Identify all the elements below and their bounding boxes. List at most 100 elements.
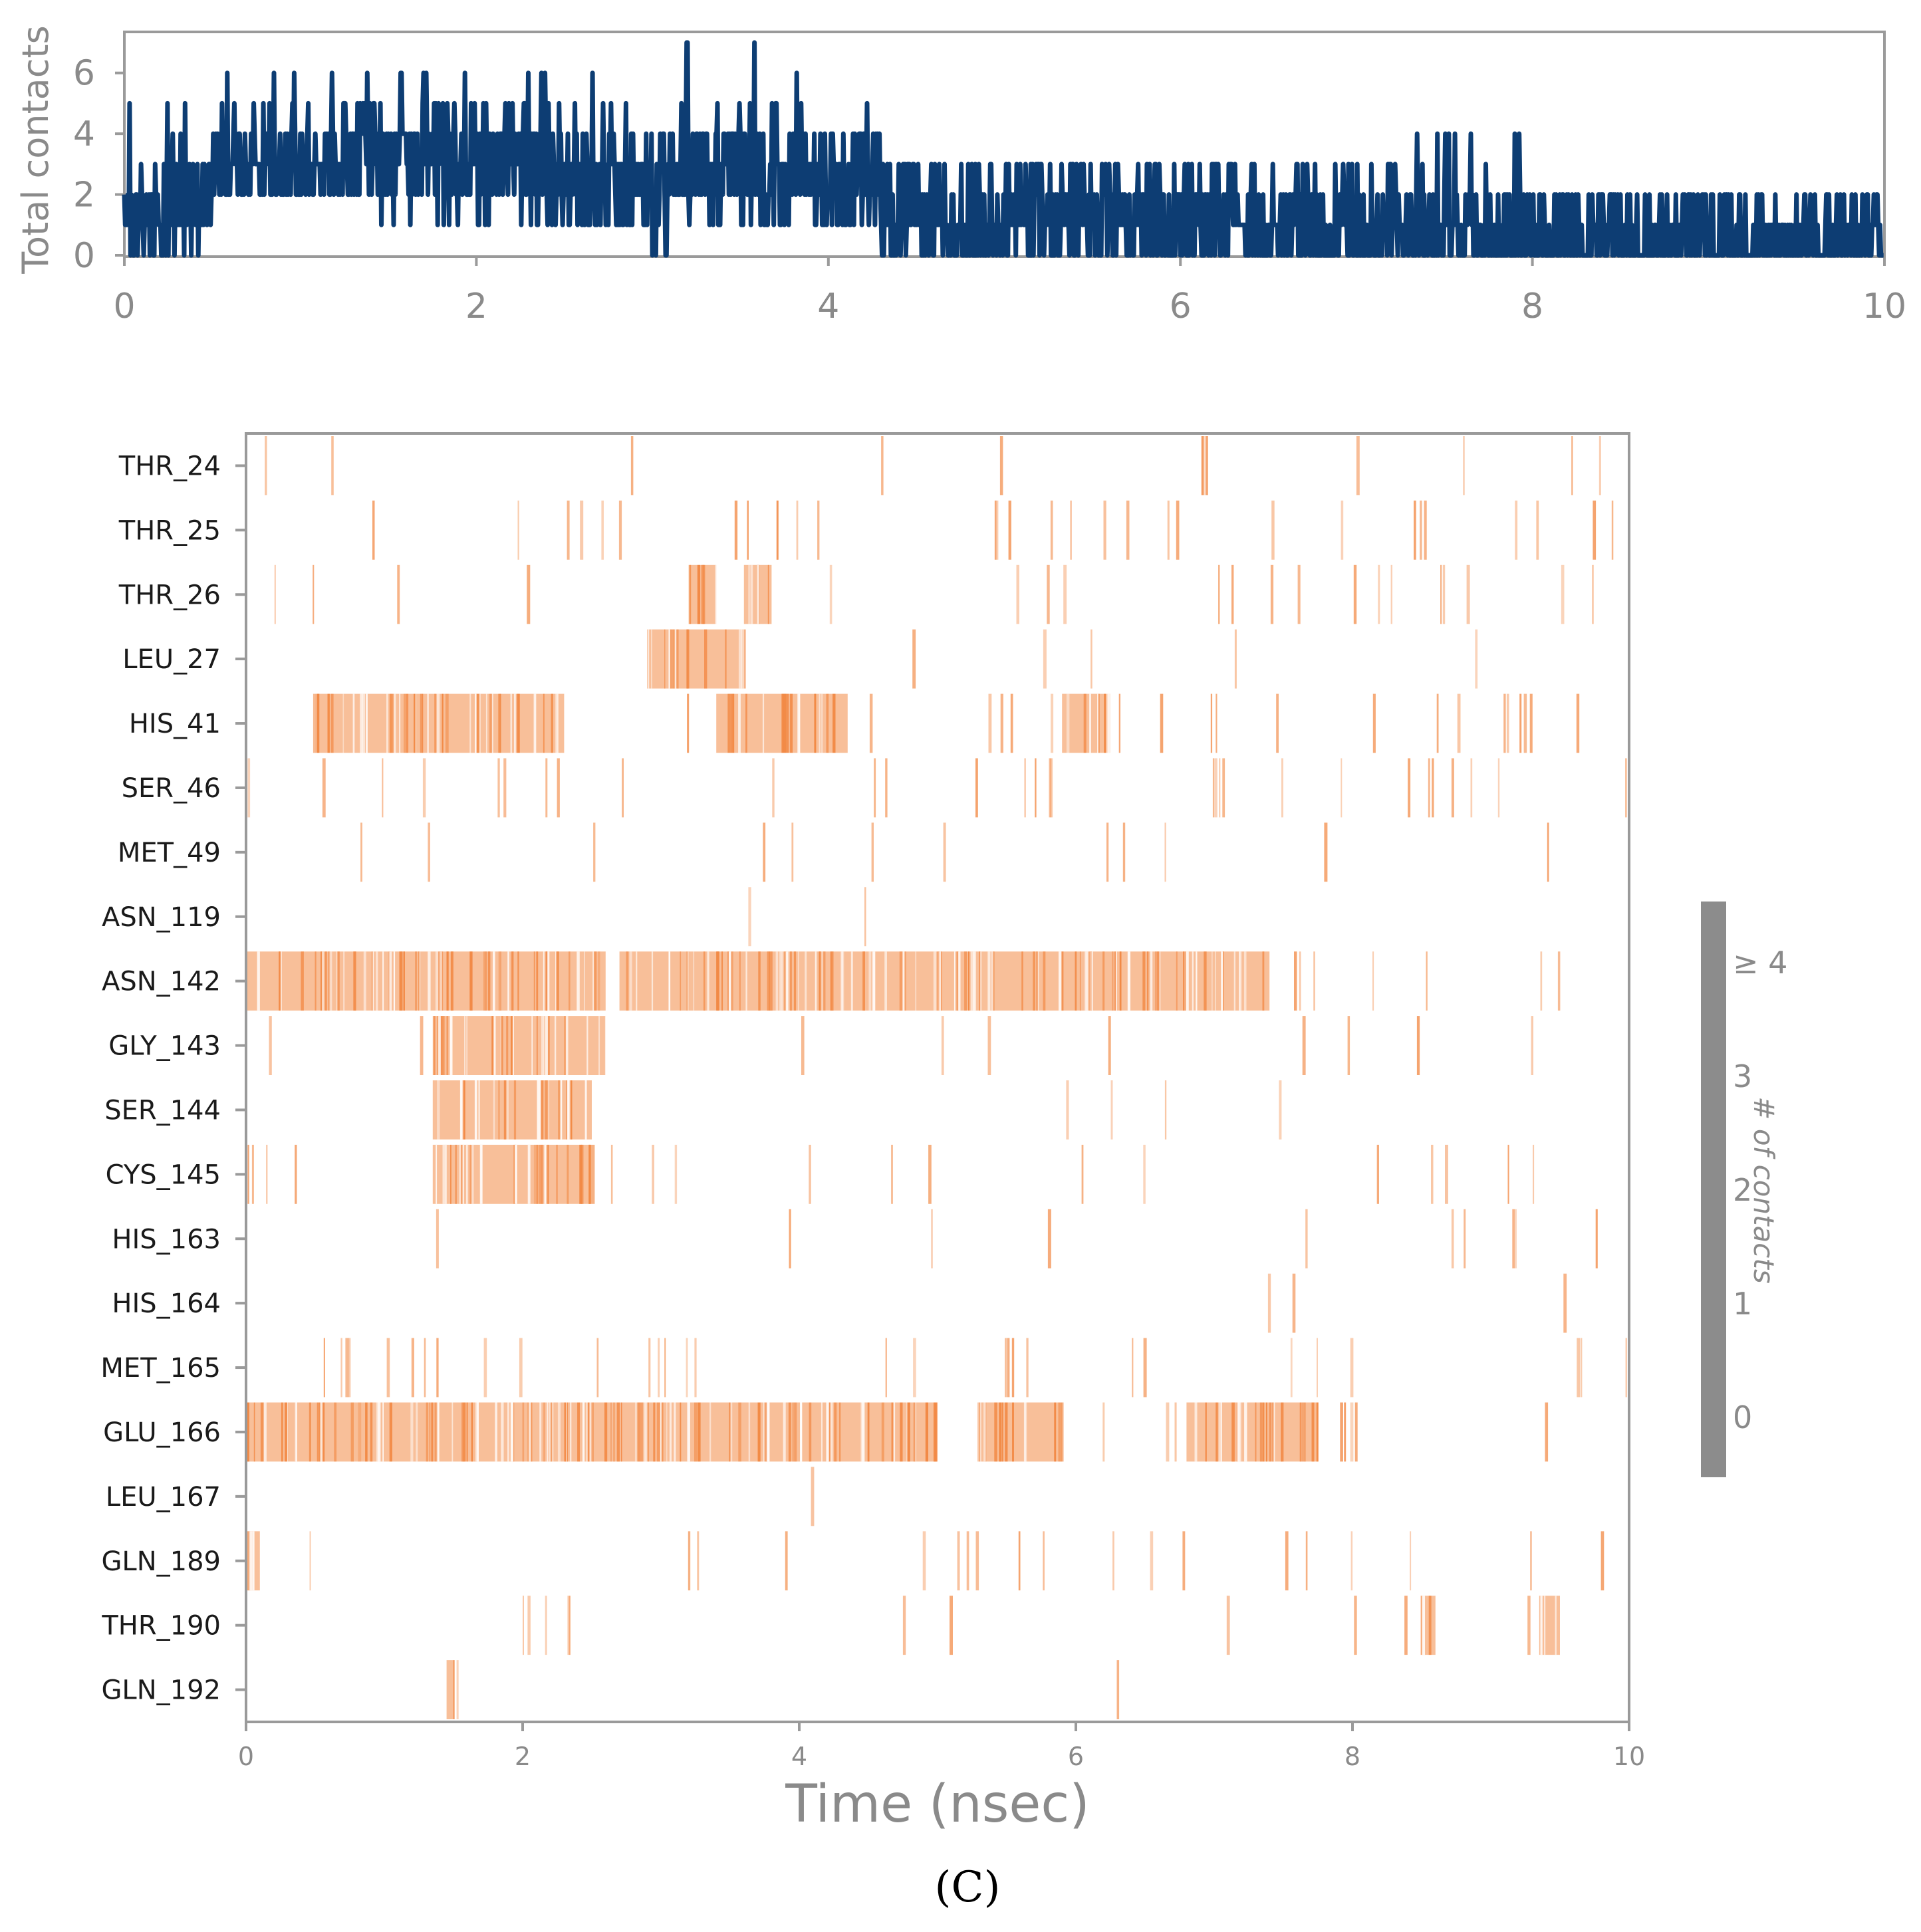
contact-cell <box>1265 1402 1267 1462</box>
residue-label: GLN_192 <box>101 1675 221 1706</box>
contact-cell <box>664 1338 666 1397</box>
contact-cell <box>434 693 436 753</box>
contact-cell <box>769 951 771 1011</box>
contact-cell <box>253 1402 255 1462</box>
contact-cell <box>1611 500 1614 560</box>
contact-cell <box>517 693 519 753</box>
contact-cell <box>547 951 550 1011</box>
contact-cell <box>415 951 418 1011</box>
contact-cell <box>747 500 749 560</box>
contact-cell <box>340 1338 342 1397</box>
contact-cell <box>1302 1016 1306 1075</box>
contact-cell <box>729 1402 731 1462</box>
contact-cell <box>1545 1402 1549 1462</box>
contact-cell <box>1215 951 1216 1011</box>
contact-cell <box>805 951 807 1011</box>
contact-cell <box>1089 693 1091 753</box>
contact-cell <box>1527 1596 1531 1655</box>
contact-cell <box>449 1016 453 1075</box>
contact-cell <box>634 1402 637 1462</box>
contact-cell <box>704 629 707 689</box>
contact-cell <box>1410 1531 1412 1591</box>
contact-cell <box>767 564 769 624</box>
top-x-tick-label: 6 <box>1170 287 1192 326</box>
contact-cell <box>363 951 366 1011</box>
contact-cell <box>517 500 519 560</box>
contact-cell <box>1018 1531 1021 1591</box>
contact-cell <box>533 951 535 1011</box>
contact-cell <box>1233 951 1235 1011</box>
heatmap-x-tick-label: 8 <box>1345 1742 1360 1771</box>
contact-cell <box>442 693 444 753</box>
contact-cell <box>604 1016 608 1075</box>
contact-cell <box>1292 1273 1296 1333</box>
contact-cell <box>464 1016 465 1075</box>
contact-cell <box>566 1080 568 1140</box>
colorbar-tick-label: 1 <box>1733 1286 1752 1322</box>
contact-cell <box>1047 564 1050 624</box>
contact-cell <box>629 951 632 1011</box>
contact-cell <box>757 564 759 624</box>
top-y-axis-label: Total contacts <box>15 25 57 275</box>
contact-cell <box>362 693 365 753</box>
contact-cell <box>651 629 652 689</box>
contact-cell <box>1561 564 1565 624</box>
contact-cell <box>1075 951 1077 1011</box>
contact-cell <box>483 1338 487 1397</box>
contact-cell <box>674 1144 678 1204</box>
contact-cell <box>527 564 531 624</box>
contact-cell <box>1436 693 1439 753</box>
contact-cell <box>543 1402 545 1462</box>
contact-cell <box>453 1660 455 1719</box>
contact-cell <box>592 1402 594 1462</box>
residue-label: HIS_164 <box>112 1288 221 1319</box>
contact-cell <box>809 1402 812 1462</box>
contact-cell <box>1625 1338 1627 1397</box>
contact-cell <box>874 758 876 818</box>
contact-cell <box>872 951 876 1011</box>
top-y-tick-label: 2 <box>73 176 95 215</box>
contact-cell <box>376 1402 379 1462</box>
contact-cell <box>469 951 473 1011</box>
contact-cell <box>973 951 976 1011</box>
contact-cell <box>686 1338 688 1397</box>
contact-cell <box>260 1402 264 1462</box>
contact-cell <box>1340 1402 1343 1462</box>
contact-cell <box>1047 1209 1051 1268</box>
contact-cell <box>1150 1531 1154 1591</box>
contact-cell <box>988 693 992 753</box>
contact-cell <box>777 500 779 560</box>
contact-cell <box>674 1402 676 1462</box>
contact-cell <box>501 1402 504 1462</box>
contact-span <box>799 951 1270 1011</box>
contact-cell <box>1035 758 1037 818</box>
contact-cell <box>507 1080 509 1140</box>
contact-cell <box>1515 500 1518 560</box>
contact-cell <box>463 1080 465 1140</box>
contact-cell <box>1222 758 1225 818</box>
contact-span <box>446 1660 453 1719</box>
contact-cell <box>1216 1402 1218 1462</box>
contact-cell <box>1576 693 1580 753</box>
contact-cell <box>1341 758 1343 818</box>
contact-cell <box>422 758 426 818</box>
contact-cell <box>567 500 570 560</box>
contact-cell <box>980 1402 981 1462</box>
contact-cell <box>389 693 392 753</box>
contact-cell <box>410 1402 414 1462</box>
contact-cell <box>668 951 671 1011</box>
contact-cell <box>1216 693 1217 753</box>
contact-cell <box>1431 1144 1434 1204</box>
contact-cell <box>698 1402 701 1462</box>
contact-cell <box>894 1402 896 1462</box>
contact-cell <box>475 693 477 753</box>
contact-span <box>647 629 744 689</box>
contact-cell <box>1540 951 1543 1011</box>
contact-cell <box>500 951 501 1011</box>
contact-cell <box>480 1144 483 1204</box>
contact-cell <box>1001 1402 1003 1462</box>
contact-cell <box>531 1402 533 1462</box>
contact-cell <box>510 693 512 753</box>
contact-cell <box>697 564 701 624</box>
contact-cell <box>1036 951 1039 1011</box>
